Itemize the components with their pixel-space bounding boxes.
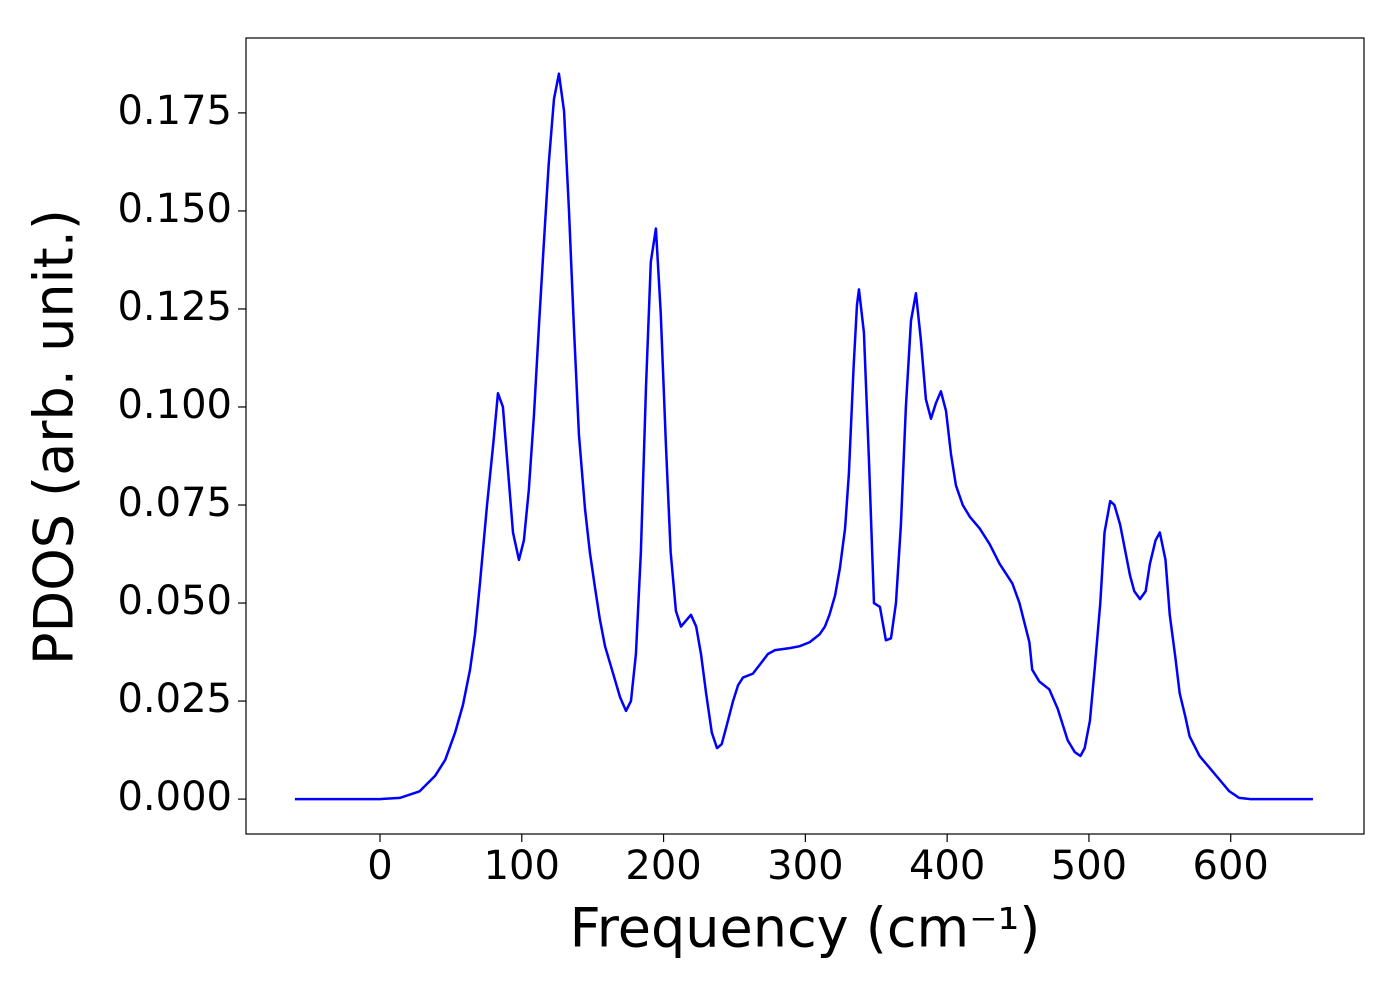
y-tick-label: 0.075 [117, 480, 232, 526]
data-line [294, 72, 1313, 801]
plot-frame [245, 37, 1365, 835]
x-axis-label: Frequency (cm⁻¹) [570, 897, 1041, 960]
x-tick-label: 100 [484, 843, 560, 889]
y-tick-label: 0.050 [117, 578, 232, 624]
y-tick-label: 0.000 [117, 774, 232, 820]
x-tick-label: 0 [367, 843, 392, 889]
y-tick-label: 0.150 [117, 186, 232, 232]
y-tick-label: 0.175 [117, 88, 232, 134]
y-tick-label: 0.100 [117, 382, 232, 428]
y-tick-label: 0.125 [117, 284, 232, 330]
x-tick-label: 500 [1051, 843, 1127, 889]
y-axis-label: PDOS (arb. unit.) [23, 209, 86, 665]
x-tick-label: 600 [1193, 843, 1269, 889]
y-tick-label: 0.025 [117, 676, 232, 722]
x-tick-label: 200 [625, 843, 701, 889]
x-tick-label: 300 [767, 843, 843, 889]
x-tick-label: 400 [909, 843, 985, 889]
